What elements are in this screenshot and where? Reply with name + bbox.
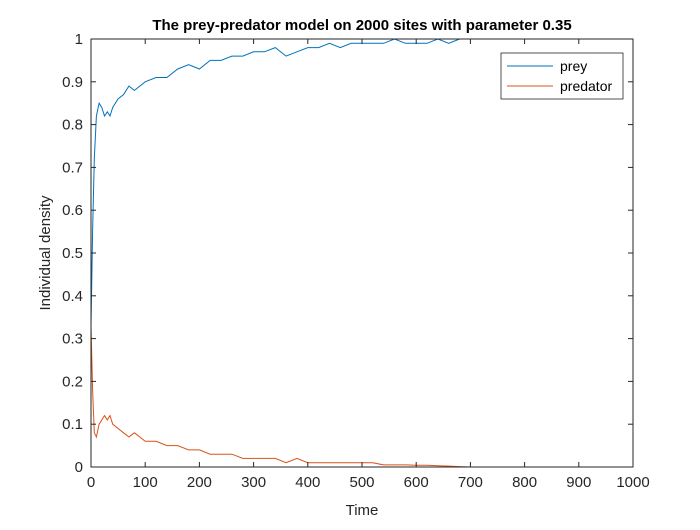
plot-area bbox=[91, 39, 633, 467]
legend-label-predator: predator bbox=[560, 78, 612, 94]
y-tick-label: 0.4 bbox=[62, 288, 83, 305]
x-tick-label: 200 bbox=[187, 474, 212, 491]
y-tick-label: 0.3 bbox=[62, 331, 83, 348]
x-tick-label: 400 bbox=[295, 474, 320, 491]
y-tick-label: 1 bbox=[75, 31, 83, 48]
x-tick-label: 700 bbox=[458, 474, 483, 491]
chart-title: The prey-predator model on 2000 sites wi… bbox=[152, 17, 571, 34]
y-tick-label: 0.2 bbox=[62, 373, 83, 390]
y-tick-label: 0.7 bbox=[62, 159, 83, 176]
x-tick-label: 600 bbox=[404, 474, 429, 491]
legend-label-prey: prey bbox=[560, 58, 587, 74]
y-tick-label: 0.6 bbox=[62, 202, 83, 219]
y-tick-label: 0.5 bbox=[62, 245, 83, 262]
x-tick-label: 900 bbox=[566, 474, 591, 491]
x-axis-label: Time bbox=[346, 502, 379, 519]
y-tick-label: 0.9 bbox=[62, 74, 83, 91]
y-tick-label: 0 bbox=[75, 459, 83, 476]
x-tick-label: 800 bbox=[512, 474, 537, 491]
legend: prey predator bbox=[501, 53, 623, 99]
y-axis-label: Individual density bbox=[37, 195, 54, 311]
x-tick-label: 1000 bbox=[616, 474, 649, 491]
x-tick-label: 100 bbox=[133, 474, 158, 491]
y-tick-label: 0.8 bbox=[62, 117, 83, 134]
x-tick-label: 0 bbox=[87, 474, 95, 491]
x-tick-label: 500 bbox=[349, 474, 374, 491]
y-tick-label: 0.1 bbox=[62, 416, 83, 433]
x-tick-label: 300 bbox=[241, 474, 266, 491]
